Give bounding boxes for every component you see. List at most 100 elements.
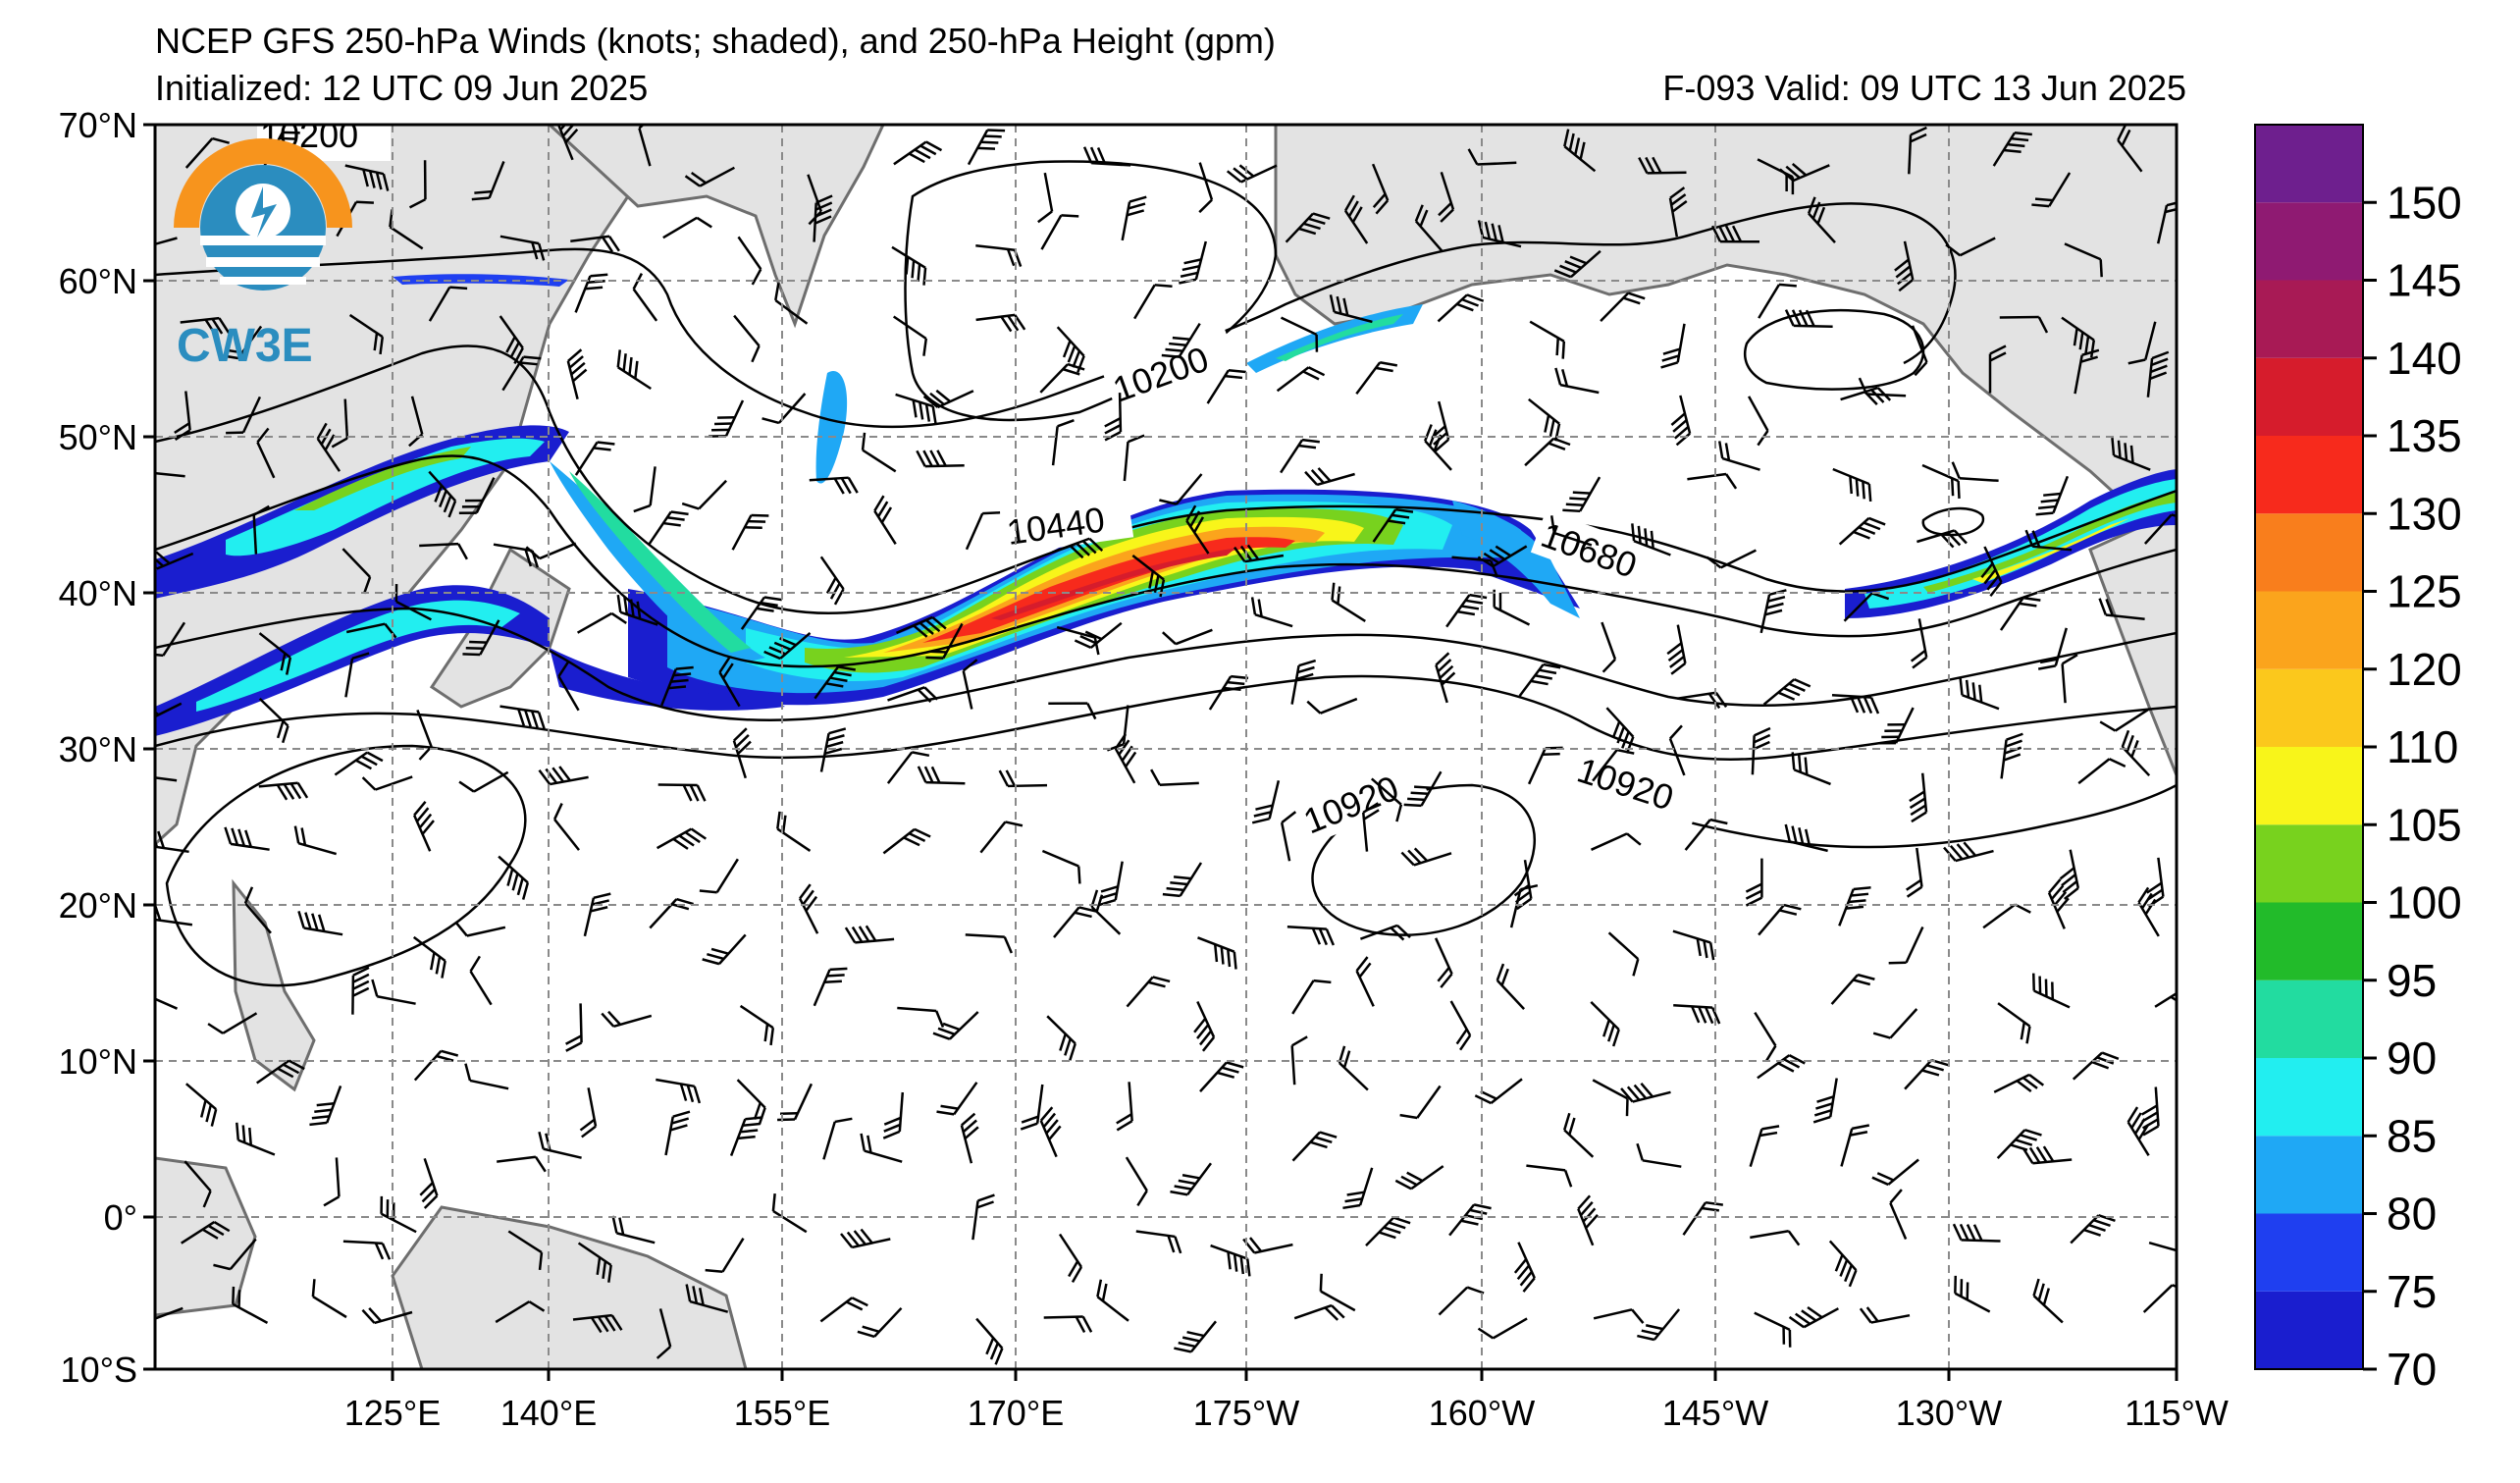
- wind-barb: [1757, 1054, 1806, 1080]
- contour-10800: [155, 674, 2177, 761]
- wind-barb: [1812, 1078, 1838, 1124]
- wind-barb: [1150, 768, 1199, 786]
- wind-barb: [1672, 929, 1715, 961]
- colorbar-label: 95: [2387, 955, 2437, 1006]
- latitude-labels: 70°N 60°N 50°N 40°N 30°N 20°N 10°N 0° 10…: [59, 105, 137, 1390]
- wind-barb: [1438, 1286, 1485, 1316]
- wind-barb: [684, 166, 735, 187]
- wind-barb: [574, 273, 608, 313]
- wind-barb: [971, 1193, 995, 1241]
- wind-barb: [1592, 748, 1635, 782]
- wind-barb: [323, 1157, 341, 1207]
- lat-label: 30°N: [59, 729, 137, 769]
- wind-barb: [1056, 625, 1100, 656]
- wind-barb: [579, 1087, 598, 1139]
- wind-barb: [412, 935, 446, 979]
- wind-barb: [309, 1085, 342, 1127]
- wind-barb: [1562, 476, 1601, 513]
- wind-barb: [576, 611, 627, 634]
- wind-barb: [1554, 367, 1600, 395]
- colorbar-label: 90: [2387, 1033, 2437, 1084]
- wind-barb: [1668, 186, 1688, 238]
- wind-barb: [1285, 212, 1331, 243]
- colorbar-swatch: [2255, 1136, 2363, 1214]
- wind-barb: [1878, 707, 1915, 745]
- wind-barb: [891, 245, 927, 286]
- wind-barb: [611, 1215, 656, 1245]
- colorbar-swatch: [2255, 668, 2363, 747]
- lon-label: 140°E: [500, 1393, 597, 1433]
- longitude-labels: 125°E 140°E 155°E 170°E 175°W 160°W 145°…: [344, 1393, 2229, 1433]
- wind-barb: [1161, 322, 1201, 358]
- wind-barb: [557, 661, 580, 712]
- wind-barb: [1562, 1112, 1595, 1158]
- wind-barb: [1435, 652, 1456, 704]
- wind-barb: [572, 1313, 623, 1334]
- wind-barb: [1916, 529, 1968, 549]
- wind-barb: [777, 1083, 814, 1122]
- wind-barb: [1290, 659, 1317, 705]
- colorbar: 70 75 80 85 90 95 100 105 110 120 125 130 135 140 145 1…: [2254, 124, 2462, 1395]
- wind-barb: [1185, 504, 1210, 555]
- lat-label: 0°: [104, 1197, 137, 1238]
- wind-barb: [428, 470, 457, 518]
- colorbar-label: 100: [2387, 877, 2462, 928]
- wind-barb: [1748, 396, 1769, 447]
- wind-barb: [699, 858, 739, 894]
- wind-barb: [1096, 1279, 1129, 1322]
- wind-barb: [1710, 225, 1760, 243]
- colorbar-swatch: [2255, 980, 2363, 1058]
- wind-barb: [861, 432, 897, 473]
- wind-barb: [656, 1308, 672, 1359]
- wind-barb: [979, 821, 1024, 854]
- wind-barb: [1448, 1203, 1492, 1237]
- wind-barb: [882, 827, 931, 855]
- wind-barb: [2137, 886, 2160, 937]
- wind-barb: [739, 1004, 775, 1046]
- lat-label: 10°N: [59, 1041, 137, 1082]
- wind-barb: [1894, 240, 1915, 292]
- wind-barb: [184, 136, 230, 169]
- wind-barb: [552, 803, 580, 851]
- wind-barb: [454, 921, 506, 937]
- colorbar-label: 130: [2387, 488, 2462, 539]
- wind-barb: [181, 1221, 231, 1245]
- wind-barb: [2098, 598, 2145, 620]
- wind-barb: [344, 164, 390, 191]
- wind-barb: [975, 1317, 1004, 1365]
- colorbar-label: 140: [2387, 333, 2462, 384]
- wind-barb: [1210, 1244, 1251, 1277]
- wind-barb: [1046, 1015, 1076, 1061]
- wind-barb: [311, 1279, 347, 1319]
- wind-barb: [731, 513, 769, 551]
- wind-barb: [1372, 507, 1414, 543]
- wind-barb: [960, 1112, 979, 1164]
- wind-barb: [469, 955, 493, 1006]
- wind-barb: [897, 1006, 945, 1029]
- wind-barb: [258, 781, 309, 801]
- wind-barb: [2099, 708, 2149, 732]
- wind-barb: [184, 1083, 218, 1127]
- wind-barb: [1921, 463, 1961, 500]
- wind-barb: [458, 477, 496, 514]
- wind-barb: [932, 1011, 979, 1040]
- wind-barb: [1206, 369, 1246, 404]
- wind-barb: [2047, 878, 2070, 929]
- wind-barb: [1306, 697, 1358, 715]
- wind-barb: [1403, 770, 1443, 808]
- wind-barb: [180, 316, 231, 336]
- wind-barb: [1291, 979, 1332, 1015]
- colorbar-label: 145: [2387, 255, 2462, 306]
- wind-barb: [1414, 204, 1444, 252]
- wind-barb: [1637, 1308, 1681, 1342]
- wind-barb: [1526, 1164, 1573, 1188]
- wind-barb: [1908, 126, 1927, 175]
- wind-barb: [1114, 733, 1137, 784]
- wind-barb: [1999, 596, 2041, 631]
- lon-label: 155°E: [734, 1393, 830, 1433]
- wind-barb: [1754, 1311, 1792, 1348]
- wind-barb: [1706, 549, 1757, 569]
- wind-barb: [916, 450, 965, 468]
- contour-10560: [155, 454, 2177, 668]
- wind-barb: [1342, 1167, 1374, 1210]
